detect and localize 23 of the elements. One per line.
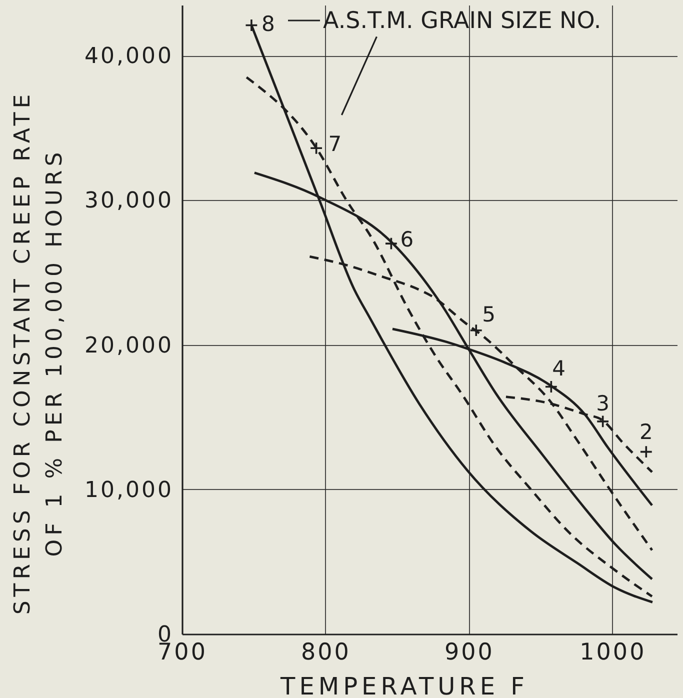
- point: [244, 18, 258, 32]
- x-tick-label: 900: [444, 640, 494, 666]
- annotation: 7: [328, 132, 342, 156]
- y-tick-label: 30,000: [84, 188, 174, 214]
- annotation: 3: [596, 391, 610, 416]
- point: [470, 324, 483, 337]
- y-tick-label: 40,000: [84, 44, 174, 70]
- point: [310, 142, 323, 155]
- annotation: 2: [639, 420, 653, 444]
- x-tick-label: 1000: [580, 640, 646, 666]
- annotation: 4: [552, 356, 566, 381]
- point: [640, 445, 653, 458]
- point: [544, 380, 558, 394]
- annotation: 5: [482, 302, 496, 326]
- y-axis-title: STRESS FOR CONSTANT CREEP RATE OF 1 % PER 100,000 HOURS: [10, 90, 68, 615]
- y-tick-label: 10,000: [84, 478, 174, 503]
- annotation: 6: [400, 228, 414, 252]
- y-tick-label: 20,000: [84, 333, 174, 358]
- x-axis-title: TEMPERATURE F: [280, 672, 528, 698]
- x-tick-label: 800: [301, 640, 351, 666]
- point: [384, 236, 398, 250]
- annotation: 8: [261, 12, 275, 36]
- point: [596, 414, 610, 428]
